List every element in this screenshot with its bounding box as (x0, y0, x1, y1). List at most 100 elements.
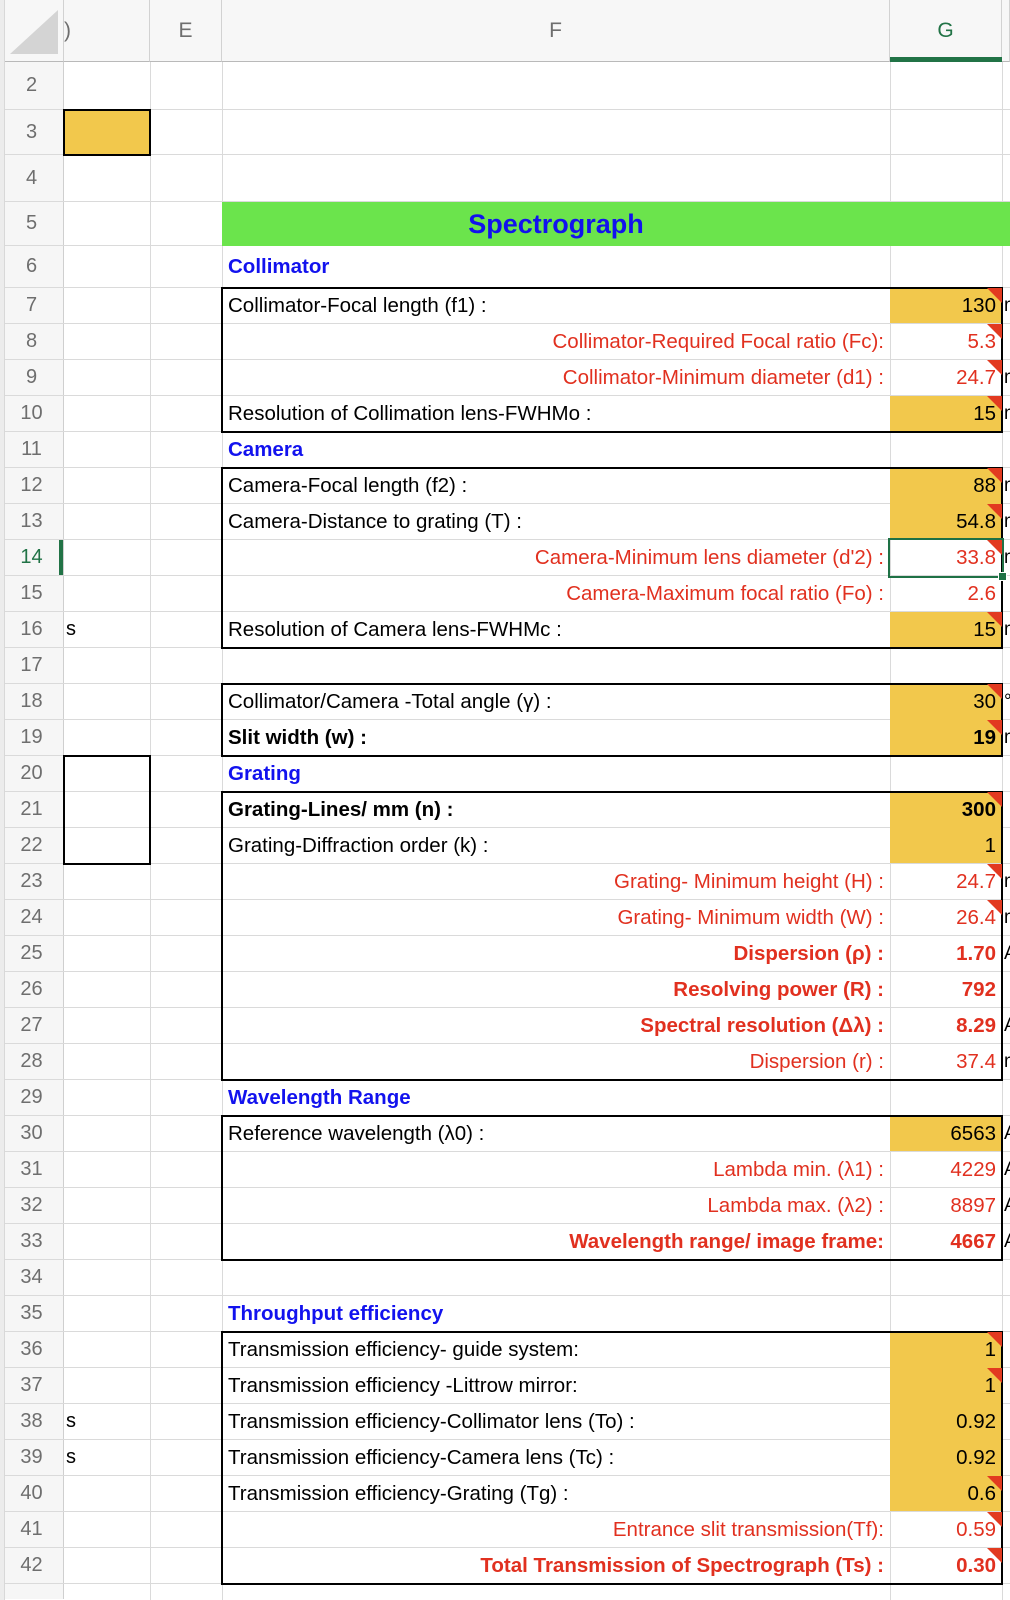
cell-G10-value[interactable]: 15 (973, 401, 996, 425)
cell-G42-value[interactable]: 0.30 (956, 1553, 996, 1577)
cell-F24-label[interactable]: Grating- Minimum width (W) : (617, 905, 884, 929)
cell-F15-label[interactable]: Camera-Maximum focal ratio (Fo) : (566, 581, 884, 605)
cell-D38-overflow-text[interactable]: s (66, 1410, 76, 1432)
cell-F40-label[interactable]: Transmission efficiency-Grating (Tg) : (228, 1481, 569, 1505)
row-header-20[interactable]: 20 (0, 756, 64, 791)
row-header-37[interactable]: 37 (0, 1368, 64, 1403)
row-header-21[interactable]: 21 (0, 792, 64, 827)
cell-F30-label[interactable]: Reference wavelength (λ0) : (228, 1121, 485, 1145)
row-header-33[interactable]: 33 (0, 1224, 64, 1259)
row-header-15[interactable]: 15 (0, 576, 64, 611)
cell-F42-label[interactable]: Total Transmission of Spectrograph (Ts) … (480, 1553, 884, 1577)
cell-G22-value[interactable]: 1 (984, 833, 996, 857)
row-header-19[interactable]: 19 (0, 720, 64, 755)
cell-G13-value[interactable]: 54.8 (956, 509, 996, 533)
cell-F25-label[interactable]: Dispersion (ρ) : (733, 941, 885, 965)
cell-G24-value[interactable]: 26.4 (956, 905, 996, 929)
row-header-35[interactable]: 35 (0, 1296, 64, 1331)
cell-G38-value[interactable]: 0.92 (956, 1409, 996, 1433)
row-header-30[interactable]: 30 (0, 1116, 64, 1151)
cell-G16-value[interactable]: 15 (973, 617, 996, 641)
col-header-e[interactable]: E (150, 0, 222, 62)
cell-G32-value[interactable]: 8897 (950, 1193, 996, 1217)
row-header-11[interactable]: 11 (0, 432, 64, 467)
cell-F22-label[interactable]: Grating-Diffraction order (k) : (228, 833, 489, 857)
col-header-d[interactable]: ) (64, 0, 150, 62)
row-header-25[interactable]: 25 (0, 936, 64, 971)
row-header-32[interactable]: 32 (0, 1188, 64, 1223)
cell-G7-value[interactable]: 130 (961, 293, 996, 317)
cell-G9-value[interactable]: 24.7 (956, 365, 996, 389)
cell-G15-value[interactable]: 2.6 (967, 581, 997, 605)
cell-F36-label[interactable]: Transmission efficiency- guide system: (228, 1337, 579, 1361)
row-header-41[interactable]: 41 (0, 1512, 64, 1547)
row-header-42[interactable]: 42 (0, 1548, 64, 1583)
cell-G36-value[interactable]: 1 (984, 1337, 996, 1361)
cell-F18-label[interactable]: Collimator/Camera -Total angle (γ) : (228, 689, 552, 713)
cell-F23-label[interactable]: Grating- Minimum height (H) : (614, 869, 884, 893)
cell-G21-value[interactable]: 300 (961, 797, 996, 821)
cell-G40-value[interactable]: 0.6 (967, 1481, 997, 1505)
row-header-5[interactable]: 5 (0, 202, 64, 245)
cell-F37-label[interactable]: Transmission efficiency -Littrow mirror: (228, 1373, 578, 1397)
active-cell-selection[interactable] (888, 538, 1007, 581)
cell-D16-overflow-text[interactable]: s (66, 618, 76, 640)
title-banner[interactable]: Spectrograph (222, 202, 1010, 246)
row-header-16[interactable]: 16 (0, 612, 64, 647)
cell-G37-value[interactable]: 1 (984, 1373, 996, 1397)
row-header-39[interactable]: 39 (0, 1440, 64, 1475)
row-header-38[interactable]: 38 (0, 1404, 64, 1439)
cell-F26-label[interactable]: Resolving power (R) : (673, 977, 884, 1001)
cell-F33-label[interactable]: Wavelength range/ image frame: (569, 1229, 884, 1253)
section-heading-grating[interactable]: Grating (228, 761, 301, 785)
cell-F14-label[interactable]: Camera-Minimum lens diameter (d'2) : (534, 545, 884, 569)
row-header-40[interactable]: 40 (0, 1476, 64, 1511)
cell-G25-value[interactable]: 1.70 (956, 941, 996, 965)
cell-G33-value[interactable]: 4667 (950, 1229, 996, 1253)
cell-F27-label[interactable]: Spectral resolution (Δλ) : (640, 1013, 884, 1037)
row-header-8[interactable]: 8 (0, 324, 64, 359)
row-header-18[interactable]: 18 (0, 684, 64, 719)
row-header-9[interactable]: 9 (0, 360, 64, 395)
row-header-7[interactable]: 7 (0, 288, 64, 323)
cell-F28-label[interactable]: Dispersion (r) : (749, 1049, 884, 1073)
cell-F31-label[interactable]: Lambda min. (λ1) : (713, 1157, 884, 1181)
cell-G23-value[interactable]: 24.7 (956, 869, 996, 893)
row-header-13[interactable]: 13 (0, 504, 64, 539)
cell-G18-value[interactable]: 30 (973, 689, 996, 713)
cell-G27-value[interactable]: 8.29 (956, 1013, 996, 1037)
row-header-34[interactable]: 34 (0, 1260, 64, 1295)
cell-F39-label[interactable]: Transmission efficiency-Camera lens (Tc)… (228, 1445, 615, 1469)
row-header-31[interactable]: 31 (0, 1152, 64, 1187)
row-header-22[interactable]: 22 (0, 828, 64, 863)
section-heading-wavelength-range[interactable]: Wavelength Range (228, 1085, 411, 1109)
cell-F12-label[interactable]: Camera-Focal length (f2) : (228, 473, 468, 497)
row-header-28[interactable]: 28 (0, 1044, 64, 1079)
row-header-23[interactable]: 23 (0, 864, 64, 899)
cell-G26-value[interactable]: 792 (961, 977, 996, 1001)
cell-G41-value[interactable]: 0.59 (956, 1517, 996, 1541)
cell-F19-label[interactable]: Slit width (w) : (228, 725, 367, 749)
cell-F16-label[interactable]: Resolution of Camera lens-FWHMc : (228, 617, 562, 641)
cell-F13-label[interactable]: Camera-Distance to grating (T) : (228, 509, 522, 533)
cell-D39-overflow-text[interactable]: s (66, 1446, 76, 1468)
row-header-36[interactable]: 36 (0, 1332, 64, 1367)
cell-G14-active-cell[interactable]: 33.8 (956, 545, 996, 569)
cell-F21-label[interactable]: Grating-Lines/ mm (n) : (228, 797, 454, 821)
col-header-h-sliver[interactable] (1002, 0, 1010, 62)
row-header-6[interactable]: 6 (0, 246, 64, 287)
row-header-4[interactable]: 4 (0, 155, 64, 201)
fill-handle[interactable] (998, 572, 1007, 581)
select-all-corner[interactable] (0, 0, 64, 62)
row-header-2[interactable]: 2 (0, 62, 64, 109)
cell-G39-value[interactable]: 0.92 (956, 1445, 996, 1469)
cell-F41-label[interactable]: Entrance slit transmission(Tf): (612, 1517, 884, 1541)
section-heading-collimator[interactable]: Collimator (228, 254, 330, 278)
cell-F9-label[interactable]: Collimator-Minimum diameter (d1) : (562, 365, 884, 389)
cell-G31-value[interactable]: 4229 (950, 1157, 996, 1181)
row-header-17[interactable]: 17 (0, 648, 64, 683)
section-heading-throughput[interactable]: Throughput efficiency (228, 1301, 444, 1325)
cell-F8-label[interactable]: Collimator-Required Focal ratio (Fc): (552, 329, 884, 353)
cell-G30-value[interactable]: 6563 (950, 1121, 996, 1145)
cell-G28-value[interactable]: 37.4 (956, 1049, 996, 1073)
